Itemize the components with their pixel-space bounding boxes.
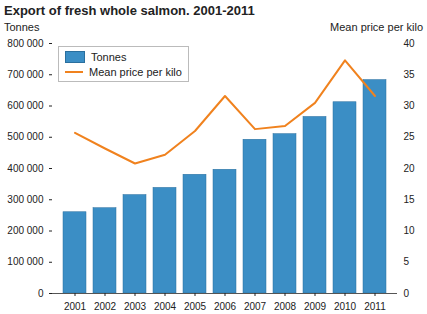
svg-text:800 000: 800 000 — [7, 38, 44, 49]
svg-text:2006: 2006 — [214, 301, 237, 312]
svg-text:700 000: 700 000 — [7, 69, 44, 80]
svg-text:500 000: 500 000 — [7, 131, 44, 142]
svg-text:15: 15 — [404, 194, 416, 205]
svg-text:2001: 2001 — [64, 301, 87, 312]
svg-text:2008: 2008 — [274, 301, 297, 312]
html-text:Export of fresh whole salmon.: Export of fresh whole salmon. 2001-2011 — [4, 3, 255, 18]
svg-text:400 000: 400 000 — [7, 163, 44, 174]
svg-text:25: 25 — [404, 131, 416, 142]
html-text:Tonnes: Tonnes — [4, 21, 40, 33]
svg-text:35: 35 — [404, 69, 416, 80]
svg-text:2010: 2010 — [334, 301, 357, 312]
svg-text:30: 30 — [404, 100, 416, 111]
svg-text:2007: 2007 — [244, 301, 267, 312]
svg-text:0: 0 — [404, 288, 410, 299]
svg-text:2004: 2004 — [154, 301, 177, 312]
html-text:Mean price per kilo: Mean price per kilo — [330, 21, 423, 33]
svg-text:300 000: 300 000 — [7, 194, 44, 205]
svg-text:20: 20 — [404, 163, 416, 174]
html-text:Mean price per kilo: Mean price per kilo — [89, 65, 182, 78]
svg-text:600 000: 600 000 — [7, 100, 44, 111]
svg-text:40: 40 — [404, 38, 416, 49]
svg-text:2011: 2011 — [364, 301, 386, 312]
svg-text:100 000: 100 000 — [7, 256, 44, 267]
svg-text:2002: 2002 — [94, 301, 117, 312]
svg-text:2005: 2005 — [184, 301, 207, 312]
svg-text:2009: 2009 — [304, 301, 327, 312]
svg-text:10: 10 — [404, 225, 416, 236]
svg-text:200 000: 200 000 — [7, 225, 44, 236]
svg-text:2003: 2003 — [124, 301, 147, 312]
html-text:Tonnes: Tonnes — [91, 50, 127, 63]
svg-text:0: 0 — [38, 288, 44, 299]
svg-text:5: 5 — [404, 256, 410, 267]
